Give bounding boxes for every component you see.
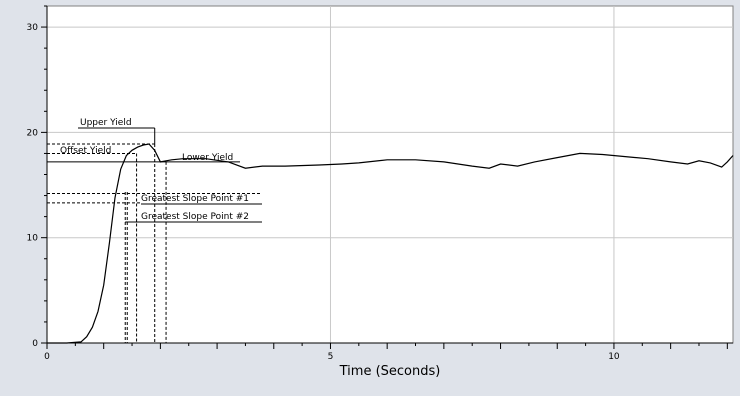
grid-lines bbox=[47, 6, 733, 343]
annotations: Upper Yield Offset Yield Lower Yield Gre… bbox=[47, 118, 262, 343]
y-tick-label: 30 bbox=[27, 23, 39, 33]
annotation-greatest-slope-1-label: Greatest Slope Point #1 bbox=[141, 194, 249, 204]
y-tick-label: 0 bbox=[32, 339, 38, 349]
y-tick-label: 20 bbox=[27, 128, 39, 138]
x-tick-label: 5 bbox=[328, 352, 334, 362]
annotation-greatest-slope-2-label: Greatest Slope Point #2 bbox=[141, 212, 249, 222]
axis-ticks: 0 5 10 0 10 20 30 bbox=[27, 5, 733, 362]
y-tick-label: 10 bbox=[27, 234, 39, 244]
series-layer bbox=[47, 143, 734, 344]
plot-area bbox=[46, 5, 734, 344]
x-axis-title: Time (Seconds) bbox=[339, 364, 441, 379]
x-tick-label: 0 bbox=[44, 352, 50, 362]
annotation-offset-yield-label: Offset Yield bbox=[60, 146, 111, 156]
series-line bbox=[47, 143, 734, 344]
x-tick-label: 10 bbox=[608, 352, 620, 362]
annotation-upper-yield-label: Upper Yield bbox=[80, 118, 132, 128]
annotation-lower-yield-label: Lower Yield bbox=[182, 153, 233, 163]
